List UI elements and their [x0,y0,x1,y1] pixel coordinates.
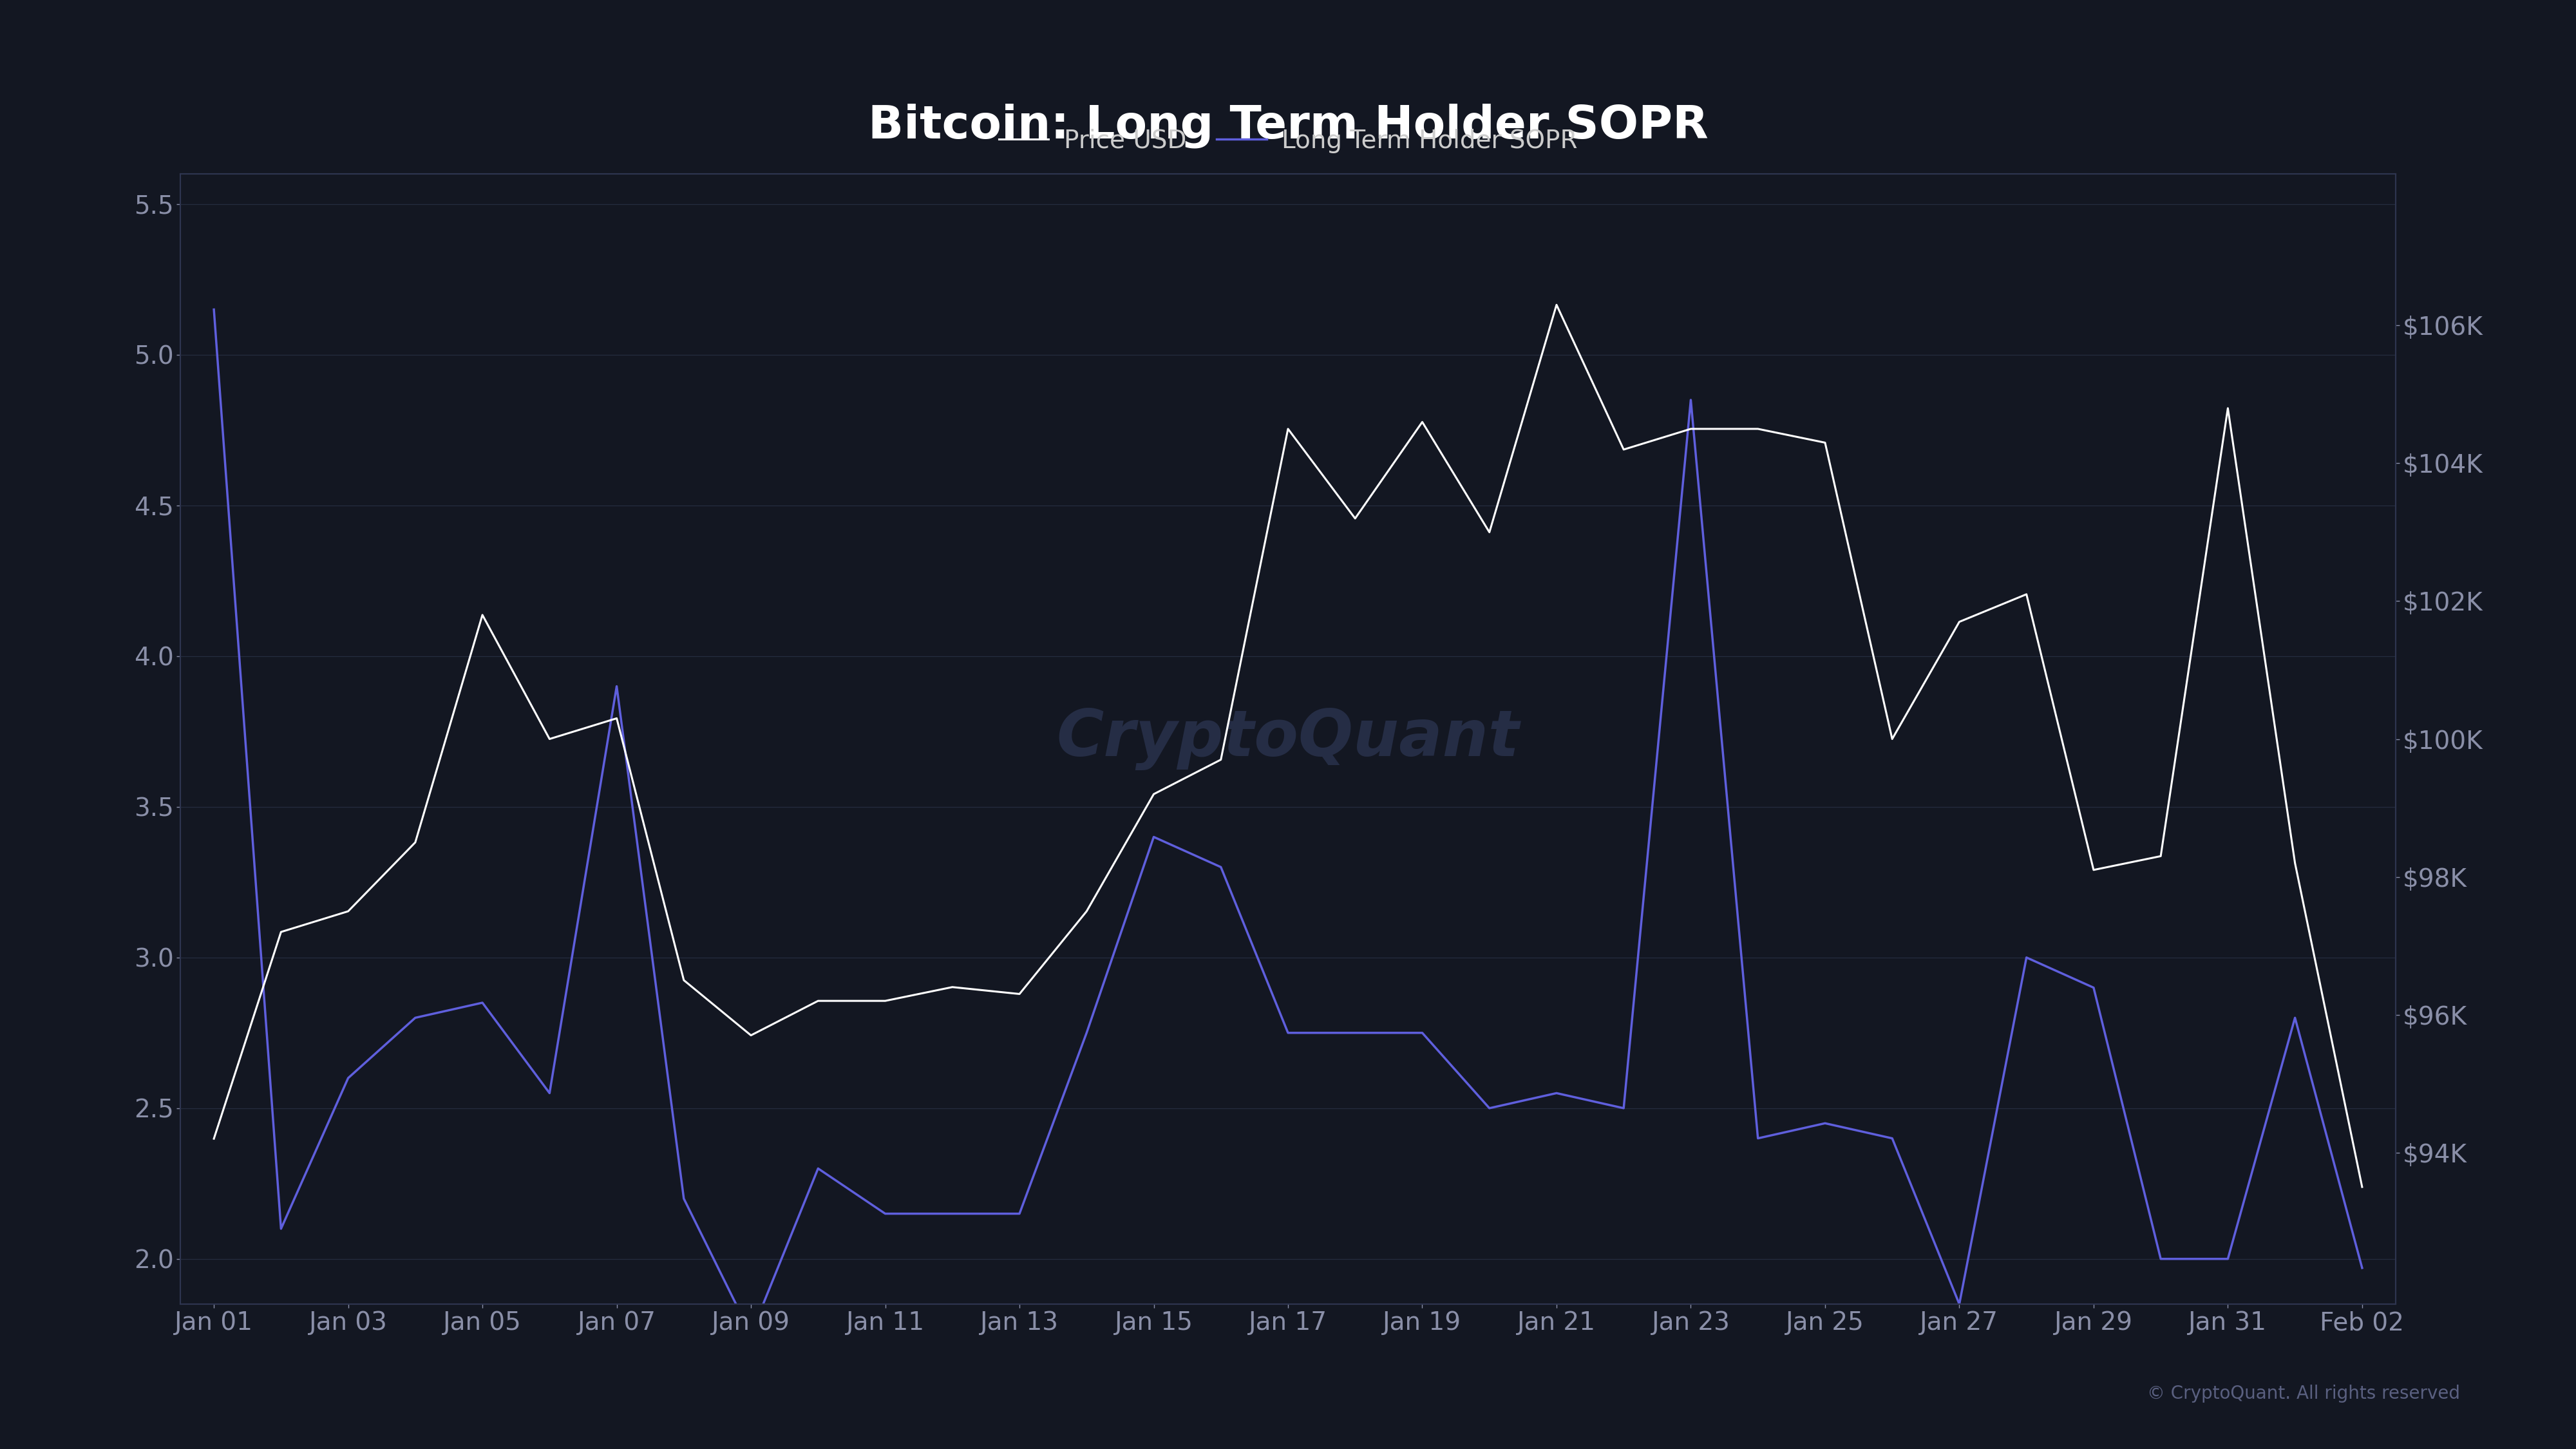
Text: © CryptoQuant. All rights reserved: © CryptoQuant. All rights reserved [2148,1385,2460,1403]
Text: CryptoQuant: CryptoQuant [1056,707,1520,771]
Legend: Price USD, Long Term Holder SOPR: Price USD, Long Term Holder SOPR [989,119,1587,164]
Title: Bitcoin: Long Term Holder SOPR: Bitcoin: Long Term Holder SOPR [868,103,1708,148]
